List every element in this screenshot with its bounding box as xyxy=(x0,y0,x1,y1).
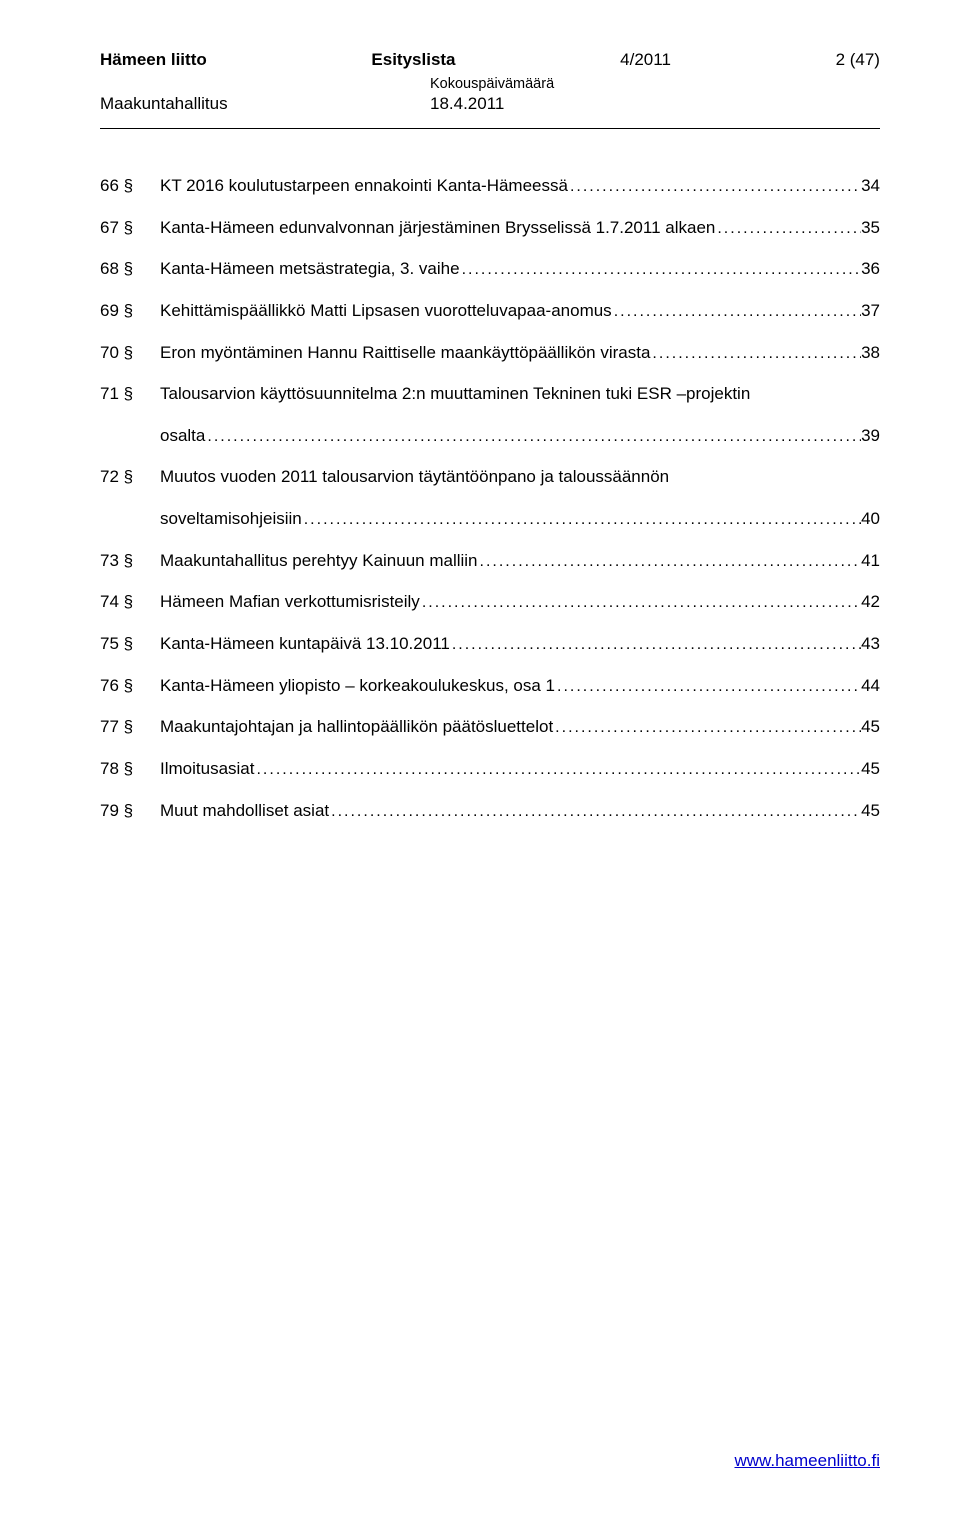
footer-url[interactable]: www.hameenliitto.fi xyxy=(734,1451,880,1471)
toc-item-page: 38 xyxy=(861,332,880,374)
toc-row-continuation: osalta..................................… xyxy=(100,415,880,457)
toc-item-title: Kanta-Hämeen kuntapäivä 13.10.2011 xyxy=(160,623,450,665)
toc-leader-dots: ........................................… xyxy=(302,500,861,539)
toc-item-title-cont: osalta xyxy=(160,415,205,457)
toc-item-page: 44 xyxy=(861,665,880,707)
toc-item-page: 35 xyxy=(861,207,880,249)
toc-title-wrap: Maakuntahallitus perehtyy Kainuun mallii… xyxy=(160,540,880,582)
toc-item-title: Ilmoitusasiat xyxy=(160,748,254,790)
toc-title-wrap: Muut mahdolliset asiat..................… xyxy=(160,790,880,832)
toc-row: 67 §Kanta-Hämeen edunvalvonnan järjestäm… xyxy=(100,207,880,249)
toc-leader-dots: ........................................… xyxy=(612,292,861,331)
org-name: Hämeen liitto xyxy=(100,50,207,70)
toc-leader-dots: ........................................… xyxy=(553,708,861,747)
toc-item-title: Hämeen Mafian verkottumisristeily xyxy=(160,581,420,623)
board-name: Maakuntahallitus xyxy=(100,94,430,114)
toc-item-title: Maakuntahallitus perehtyy Kainuun mallii… xyxy=(160,540,478,582)
toc-title-wrap: KT 2016 koulutustarpeen ennakointi Kanta… xyxy=(160,165,880,207)
toc-row: 75 §Kanta-Hämeen kuntapäivä 13.10.2011..… xyxy=(100,623,880,665)
toc-item-page: 41 xyxy=(861,540,880,582)
toc-row: 79 §Muut mahdolliset asiat..............… xyxy=(100,790,880,832)
toc-item-page: 42 xyxy=(861,581,880,623)
doc-type: Esityslista xyxy=(371,50,455,70)
toc-title-wrap: Kanta-Hämeen kuntapäivä 13.10.2011......… xyxy=(160,623,880,665)
page-container: Hämeen liitto Esityslista 4/2011 2 (47) … xyxy=(0,0,960,871)
toc-item-number: 79 § xyxy=(100,790,160,832)
toc-leader-dots: ........................................… xyxy=(460,250,862,289)
toc-row: 73 §Maakuntahallitus perehtyy Kainuun ma… xyxy=(100,540,880,582)
header-sub-label: Kokouspäivämäärä xyxy=(430,76,880,92)
toc-leader-dots: ........................................… xyxy=(568,167,861,206)
toc-row: 71 §Talousarvion käyttösuunnitelma 2:n m… xyxy=(100,373,880,415)
header-row-1: Hämeen liitto Esityslista 4/2011 2 (47) xyxy=(100,50,880,70)
toc-title-wrap: Eron myöntäminen Hannu Raittiselle maank… xyxy=(160,332,880,374)
table-of-contents: 66 §KT 2016 koulutustarpeen ennakointi K… xyxy=(100,165,880,831)
toc-item-title: Muut mahdolliset asiat xyxy=(160,790,329,832)
toc-row: 72 §Muutos vuoden 2011 talousarvion täyt… xyxy=(100,456,880,498)
toc-row-continuation: soveltamisohjeisiin.....................… xyxy=(100,498,880,540)
toc-row: 68 §Kanta-Hämeen metsästrategia, 3. vaih… xyxy=(100,248,880,290)
toc-item-title: Kanta-Hämeen yliopisto – korkeakoulukesk… xyxy=(160,665,555,707)
toc-item-page: 39 xyxy=(861,415,880,457)
toc-item-title: KT 2016 koulutustarpeen ennakointi Kanta… xyxy=(160,165,568,207)
header-row-2: Maakuntahallitus 18.4.2011 xyxy=(100,94,880,114)
toc-item-number: 67 § xyxy=(100,207,160,249)
toc-leader-dots: ........................................… xyxy=(450,625,861,664)
meeting-date: 18.4.2011 xyxy=(430,94,504,114)
toc-leader-dots: ........................................… xyxy=(254,750,861,789)
toc-item-number: 69 § xyxy=(100,290,160,332)
toc-leader-dots: ........................................… xyxy=(478,542,862,581)
toc-item-title: Muutos vuoden 2011 talousarvion täytäntö… xyxy=(160,456,669,498)
toc-row: 69 §Kehittämispäällikkö Matti Lipsasen v… xyxy=(100,290,880,332)
toc-leader-dots: ........................................… xyxy=(555,667,861,706)
toc-item-number: 78 § xyxy=(100,748,160,790)
toc-item-title: Kanta-Hämeen edunvalvonnan järjestäminen… xyxy=(160,207,715,249)
toc-title-wrap: Hämeen Mafian verkottumisristeily.......… xyxy=(160,581,880,623)
toc-title-wrap: Kanta-Hämeen metsästrategia, 3. vaihe...… xyxy=(160,248,880,290)
toc-item-number: 77 § xyxy=(100,706,160,748)
toc-item-number: 75 § xyxy=(100,623,160,665)
doc-number: 4/2011 xyxy=(620,50,671,70)
toc-item-page: 34 xyxy=(861,165,880,207)
toc-leader-dots: ........................................… xyxy=(329,792,861,831)
toc-item-number: 70 § xyxy=(100,332,160,374)
toc-item-number: 68 § xyxy=(100,248,160,290)
toc-item-number: 71 § xyxy=(100,373,160,415)
toc-item-page: 37 xyxy=(861,290,880,332)
toc-item-number: 72 § xyxy=(100,456,160,498)
toc-leader-dots: ........................................… xyxy=(420,583,861,622)
toc-leader-dots: ........................................… xyxy=(205,417,861,456)
toc-item-title: Talousarvion käyttösuunnitelma 2:n muutt… xyxy=(160,373,750,415)
toc-item-page: 45 xyxy=(861,790,880,832)
toc-item-number: 74 § xyxy=(100,581,160,623)
toc-item-page: 36 xyxy=(861,248,880,290)
toc-title-wrap: Ilmoitusasiat...........................… xyxy=(160,748,880,790)
toc-item-number: 76 § xyxy=(100,665,160,707)
toc-leader-dots: ........................................… xyxy=(650,334,861,373)
page-indicator: 2 (47) xyxy=(836,50,880,70)
toc-item-number: 66 § xyxy=(100,165,160,207)
toc-row: 76 §Kanta-Hämeen yliopisto – korkeakoulu… xyxy=(100,665,880,707)
toc-title-wrap: Maakuntajohtajan ja hallintopäällikön pä… xyxy=(160,706,880,748)
toc-title-wrap: Kanta-Hämeen edunvalvonnan järjestäminen… xyxy=(160,207,880,249)
toc-row: 74 §Hämeen Mafian verkottumisristeily...… xyxy=(100,581,880,623)
toc-row: 66 §KT 2016 koulutustarpeen ennakointi K… xyxy=(100,165,880,207)
toc-row: 77 §Maakuntajohtajan ja hallintopäällikö… xyxy=(100,706,880,748)
toc-item-page: 45 xyxy=(861,706,880,748)
toc-item-number: 73 § xyxy=(100,540,160,582)
toc-row: 78 §Ilmoitusasiat.......................… xyxy=(100,748,880,790)
toc-item-title: Kehittämispäällikkö Matti Lipsasen vuoro… xyxy=(160,290,612,332)
toc-item-title-cont: soveltamisohjeisiin xyxy=(160,498,302,540)
toc-item-page: 45 xyxy=(861,748,880,790)
header-divider xyxy=(100,128,880,129)
toc-row: 70 §Eron myöntäminen Hannu Raittiselle m… xyxy=(100,332,880,374)
toc-item-title: Maakuntajohtajan ja hallintopäällikön pä… xyxy=(160,706,553,748)
toc-item-page: 43 xyxy=(861,623,880,665)
toc-item-title: Kanta-Hämeen metsästrategia, 3. vaihe xyxy=(160,248,460,290)
toc-item-page: 40 xyxy=(861,498,880,540)
toc-item-title: Eron myöntäminen Hannu Raittiselle maank… xyxy=(160,332,650,374)
toc-title-wrap: Kehittämispäällikkö Matti Lipsasen vuoro… xyxy=(160,290,880,332)
toc-title-wrap: Kanta-Hämeen yliopisto – korkeakoulukesk… xyxy=(160,665,880,707)
toc-leader-dots: ........................................… xyxy=(715,209,861,248)
